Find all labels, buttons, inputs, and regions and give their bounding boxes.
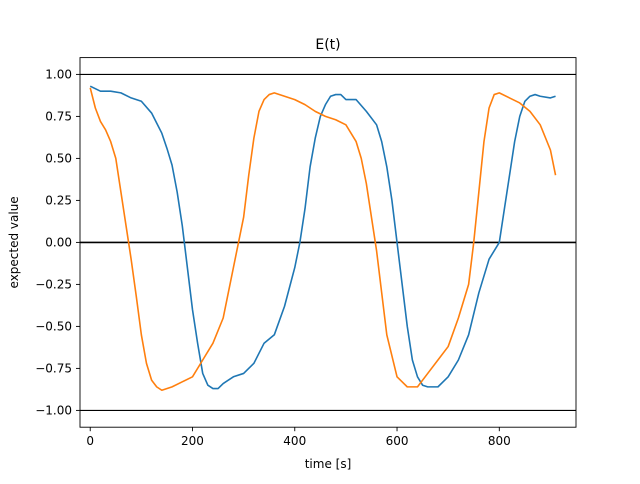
y-tick-label: −0.25 <box>35 277 72 291</box>
y-tick-label: −1.00 <box>35 403 72 417</box>
series-line-1 <box>89 85 556 390</box>
x-tick-label: 800 <box>488 434 511 448</box>
x-tick-label: 200 <box>181 434 204 448</box>
chart-title: E(t) <box>315 37 340 53</box>
y-tick-label: −0.50 <box>35 319 72 333</box>
y-tick-label: 1.00 <box>45 67 72 81</box>
series-line-2 <box>89 87 557 392</box>
y-axis-ticks: −1.00 −0.75 −0.50 −0.25 0.00 0.25 0.50 0.75 1.00 <box>35 67 80 417</box>
x-tick-label: 0 <box>86 434 94 448</box>
x-tick-label: 600 <box>386 434 409 448</box>
y-tick-label: 0.00 <box>45 235 72 249</box>
x-axis-ticks: 0 200 400 600 800 <box>86 427 511 448</box>
y-axis-label: expected value <box>7 196 21 288</box>
series-lines <box>89 85 557 392</box>
x-axis-label: time [s] <box>305 457 352 471</box>
reference-lines <box>80 73 576 411</box>
y-tick-label: 0.50 <box>45 151 72 165</box>
y-tick-label: 0.25 <box>45 193 72 207</box>
y-tick-label: −0.75 <box>35 361 72 375</box>
x-tick-label: 400 <box>283 434 306 448</box>
y-tick-label: 0.75 <box>45 109 72 123</box>
